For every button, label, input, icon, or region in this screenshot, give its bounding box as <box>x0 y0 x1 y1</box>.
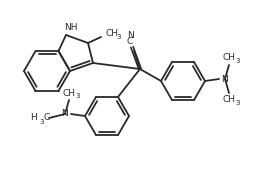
Text: 3: 3 <box>116 34 120 40</box>
Text: 3: 3 <box>236 100 240 106</box>
Text: CH: CH <box>222 54 235 62</box>
Text: C: C <box>127 37 133 47</box>
Text: CH: CH <box>63 89 76 97</box>
Text: CH: CH <box>222 95 235 104</box>
Text: 3: 3 <box>39 119 44 125</box>
Text: C: C <box>44 113 50 122</box>
Text: H: H <box>30 114 37 122</box>
Text: 3: 3 <box>76 93 80 99</box>
Text: CH: CH <box>106 30 119 38</box>
Text: NH: NH <box>64 23 78 31</box>
Text: N: N <box>62 109 68 119</box>
Text: N: N <box>222 75 228 83</box>
Text: 3: 3 <box>236 58 240 64</box>
Text: N: N <box>127 30 133 40</box>
